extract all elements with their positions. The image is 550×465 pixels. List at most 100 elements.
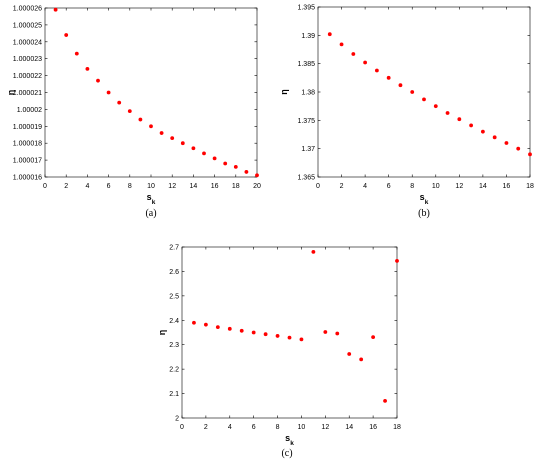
y-tick-label-a: 1.000016 (13, 175, 42, 182)
data-point-a (85, 66, 90, 71)
data-point-a (191, 146, 196, 151)
x-tick-label-b: 8 (410, 183, 414, 190)
data-point-a (117, 100, 122, 105)
data-point-b (363, 60, 368, 65)
y-tick-label-b: 1.385 (297, 61, 315, 68)
x-tick-label-b: 18 (526, 183, 534, 190)
data-point-a (53, 7, 58, 12)
data-point-c (203, 322, 208, 327)
x-tick-label-a: 12 (168, 183, 176, 190)
y-tick-label-a: 1.000018 (13, 141, 42, 148)
x-tick-label-c: 8 (276, 424, 280, 431)
data-point-b (516, 146, 521, 151)
x-tick-label-a: 16 (211, 183, 219, 190)
x-tick-label-b: 10 (432, 183, 440, 190)
caption-b: (b) (418, 208, 430, 219)
data-point-c (275, 334, 280, 338)
y-tick-label-a: 1.000023 (13, 56, 42, 63)
data-point-b (339, 42, 344, 47)
plot-frame-a (44, 7, 258, 178)
y-tick-label-a: 1.00002 (17, 107, 42, 114)
data-point-a (149, 124, 153, 129)
y-tick-label-c: 2.7 (169, 245, 179, 252)
data-point-a (212, 156, 217, 161)
y-tick-label-b: 1.395 (297, 5, 315, 12)
caption-a: (a) (145, 208, 157, 219)
y-axis-label-a: η (6, 90, 16, 96)
x-tick-label-c: 4 (228, 424, 232, 431)
x-tick-label-a: 14 (190, 183, 198, 190)
y-tick-label-c: 2.5 (169, 293, 179, 300)
data-point-b (480, 129, 485, 134)
y-tick-label-a: 1.000024 (13, 39, 42, 46)
data-point-b (445, 111, 450, 115)
data-point-b (386, 75, 391, 80)
data-point-b (410, 90, 415, 94)
x-tick-label-c: 12 (321, 424, 329, 431)
data-point-a (170, 136, 175, 141)
x-tick-label-b: 6 (387, 183, 391, 190)
x-tick-label-c: 14 (345, 424, 353, 431)
y-axis-label-c: η (157, 330, 167, 336)
data-point-c (239, 328, 244, 333)
x-tick-label-c: 6 (252, 424, 256, 431)
data-point-b (398, 83, 403, 88)
y-axis-label-b: η (279, 89, 289, 95)
data-point-c (335, 331, 340, 336)
data-point-b (374, 68, 379, 73)
y-tick-label-b: 1.365 (297, 175, 315, 182)
data-point-a (138, 117, 143, 122)
data-point-c (227, 326, 232, 331)
data-point-b (351, 52, 356, 56)
x-axis-label-a: sk (147, 192, 156, 206)
caption-c: (c) (281, 448, 293, 459)
data-point-b (422, 97, 426, 102)
y-tick-label-a: 1.000017 (13, 158, 42, 165)
data-point-a (106, 90, 111, 95)
x-tick-label-b: 2 (340, 183, 344, 190)
data-point-c (371, 335, 376, 340)
data-point-a (127, 109, 132, 113)
data-point-a (96, 78, 100, 83)
data-point-c (311, 249, 316, 254)
x-tick-label-a: 0 (43, 183, 47, 190)
data-point-b (504, 141, 509, 145)
x-tick-label-a: 10 (147, 183, 155, 190)
data-point-a (233, 164, 238, 169)
x-tick-label-c: 2 (204, 424, 208, 431)
x-tick-label-c: 18 (393, 424, 401, 431)
data-point-c (359, 357, 364, 362)
y-tick-label-c: 2.4 (169, 318, 179, 325)
x-tick-label-c: 0 (180, 424, 184, 431)
x-axis-label-c: sk (285, 433, 294, 447)
plot-frame-c (181, 246, 398, 419)
data-point-a (244, 170, 249, 174)
x-tick-label-a: 20 (253, 183, 261, 190)
data-point-c (263, 332, 268, 337)
y-tick-label-b: 1.38 (301, 90, 315, 97)
data-point-b (528, 152, 532, 157)
data-point-c (383, 399, 387, 403)
data-point-a (202, 151, 206, 156)
y-tick-label-c: 2.1 (169, 391, 179, 398)
data-point-a (74, 51, 79, 56)
x-tick-label-b: 12 (455, 183, 463, 190)
y-tick-label-c: 2 (175, 416, 179, 423)
plot-frame-b (317, 6, 531, 178)
data-point-c (299, 337, 304, 342)
data-point-c (347, 352, 352, 356)
data-point-c (251, 330, 256, 335)
y-tick-label-b: 1.375 (297, 118, 315, 125)
data-point-b (433, 104, 438, 109)
y-tick-label-a: 1.000021 (13, 90, 42, 97)
x-axis-label-b: sk (420, 192, 429, 206)
x-tick-label-c: 10 (298, 424, 306, 431)
y-tick-label-b: 1.39 (301, 33, 315, 40)
chart-a: 0 2 4 6 8 10 12 14 16 18 20 1.000016 1.000017 1.00001… (6, 6, 261, 206)
data-point-a (64, 33, 69, 37)
data-point-b (492, 135, 497, 140)
data-point-b (327, 32, 332, 37)
data-point-c (323, 330, 328, 334)
